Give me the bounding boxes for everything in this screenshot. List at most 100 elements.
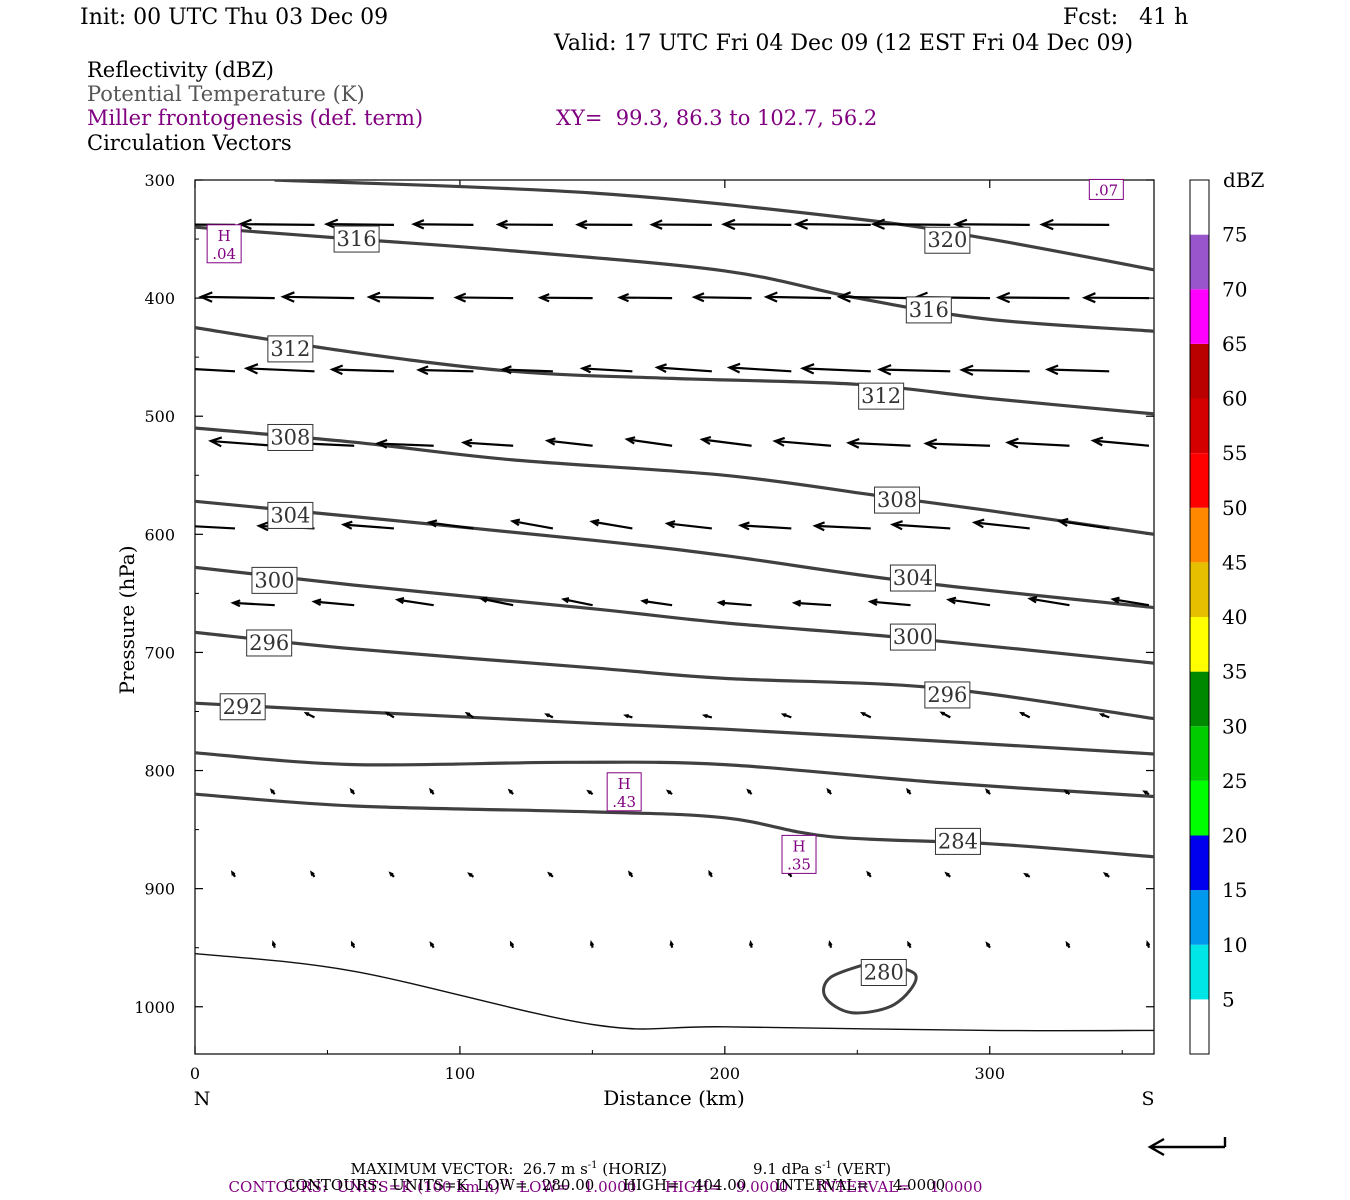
circulation-vector <box>619 296 673 300</box>
y-tick-label: 300 <box>144 171 175 190</box>
theta-contour-label: 320 <box>927 228 967 252</box>
circulation-vector-head <box>889 520 903 531</box>
colorbar-label: 5 <box>1222 987 1235 1011</box>
theta-contour-line <box>195 701 1154 756</box>
colorbar-segment <box>1190 507 1209 563</box>
circulation-vector <box>719 601 752 607</box>
max-vertical-exponent: -1 <box>822 1160 832 1171</box>
colorbar-segment <box>1190 835 1209 891</box>
circulation-vector-head <box>748 940 754 946</box>
y-tick-label: 1000 <box>134 998 175 1017</box>
circulation-vector <box>1059 520 1110 530</box>
circulation-vector <box>233 601 275 607</box>
circulation-vector <box>326 222 394 226</box>
circulation-vector <box>766 295 832 300</box>
circulation-vector <box>582 367 633 373</box>
theta-label-box <box>267 501 314 529</box>
theta-contour-label: 300 <box>254 568 294 592</box>
frontogenesis-max-value: .35 <box>787 855 811 873</box>
circulation-vector <box>369 295 434 300</box>
x-tick-label: 300 <box>974 1064 1005 1083</box>
circulation-vector-head <box>350 940 356 947</box>
circulation-vector-head <box>453 292 467 303</box>
colorbar-label: 35 <box>1222 660 1247 684</box>
y-tick-label: 500 <box>144 407 175 426</box>
circulation-vector <box>774 439 832 447</box>
valid-time: Valid: 17 UTC Fri 04 Dec 09 (12 EST Fri … <box>554 31 1134 56</box>
circulation-vector-head <box>860 712 866 717</box>
circulation-vector-head <box>1065 940 1071 947</box>
colorbar-frame <box>1189 179 1210 1055</box>
circulation-vector-head <box>495 219 508 230</box>
circulation-vector-head <box>1063 789 1069 795</box>
theta-contour-label: 280 <box>864 961 904 985</box>
colorbar-segment <box>1190 671 1209 727</box>
circulation-vector <box>343 523 395 530</box>
circulation-vector-head <box>500 365 512 375</box>
circulation-vector-head <box>959 364 974 376</box>
circulation-vector-head <box>971 518 985 529</box>
theta-contour-label: 308 <box>877 488 917 512</box>
frontogenesis-max-label: H <box>618 775 631 793</box>
fronto-contour-range: LOW= 1.0000 HIGH= 9.0000 INTERVAL= 1.000… <box>509 1178 983 1196</box>
max-horizontal-suffix: (HORIZ) <box>597 1160 668 1178</box>
circulation-vector-head <box>1056 517 1069 527</box>
circulation-vector-head <box>374 438 388 449</box>
circulation-vector-head <box>243 363 259 375</box>
colorbar-label: 55 <box>1222 441 1247 465</box>
circulation-vector-head <box>575 219 588 230</box>
circulation-vector-head <box>230 599 241 608</box>
theta-label-box <box>889 623 936 651</box>
theta-label-box <box>251 566 298 594</box>
theta-contour-label: 284 <box>938 829 978 853</box>
circulation-vector-head <box>640 598 649 605</box>
circulation-vector <box>547 439 593 447</box>
theta-label-box <box>934 827 981 855</box>
legend-reflectivity: Reflectivity (dBZ) <box>87 58 275 82</box>
theta-label-box <box>889 564 936 592</box>
circulation-vector <box>481 597 514 607</box>
circulation-vector-head <box>478 596 488 603</box>
circulation-vector-head <box>579 364 592 374</box>
circulation-vector-head <box>617 292 630 303</box>
circulation-vector-head <box>256 521 269 532</box>
max-horizontal-exponent: -1 <box>587 1160 598 1171</box>
circulation-vector-head <box>793 218 809 230</box>
circulation-vector-head <box>416 365 429 376</box>
theta-contour-label: 296 <box>927 683 967 707</box>
circulation-vector <box>873 222 951 226</box>
colorbar-label: 75 <box>1222 223 1247 247</box>
circulation-vector-head <box>589 518 600 527</box>
colorbar-segment <box>1190 234 1209 290</box>
circulation-vector-head <box>812 521 825 532</box>
circulation-vector <box>839 295 911 300</box>
x-start-label: N <box>194 1088 211 1110</box>
circulation-vector-head <box>907 940 912 947</box>
circulation-vector-head <box>1019 711 1025 717</box>
circulation-vector-head <box>544 713 550 718</box>
footer-frontogenesis-contours: CONTOURS: UNITS=K (100 km h)-1 LOW= 1.00… <box>219 1157 983 1196</box>
circulation-vector-head <box>1027 595 1038 604</box>
frontogenesis-max-box <box>1088 178 1124 200</box>
circulation-vector <box>642 599 673 607</box>
circulation-vector <box>657 366 712 373</box>
colorbar-label: 65 <box>1222 332 1247 356</box>
circulation-vector-head <box>701 714 708 719</box>
circulation-vector-head <box>995 291 1011 304</box>
circulation-vector <box>1093 439 1150 447</box>
circulation-vector <box>563 598 593 607</box>
theta-label-box <box>267 423 314 451</box>
circulation-vector-head <box>329 364 344 376</box>
theta-contour-line <box>195 565 1154 665</box>
circulation-vector <box>1007 441 1070 447</box>
circulation-vector-head <box>726 362 741 374</box>
circulation-vector <box>926 442 991 447</box>
circulation-vector <box>815 524 871 530</box>
circulation-vector-head <box>708 869 713 876</box>
circulation-vector-head <box>716 599 726 607</box>
circulation-vector-head <box>561 597 570 604</box>
circulation-vector-head <box>230 870 236 876</box>
theta-label-box <box>874 486 921 514</box>
footer-theta-contours: CONTOURS: UNITS=K LOW= 280.00 HIGH= 404.… <box>284 1176 946 1194</box>
circulation-vector-head <box>1102 872 1109 877</box>
